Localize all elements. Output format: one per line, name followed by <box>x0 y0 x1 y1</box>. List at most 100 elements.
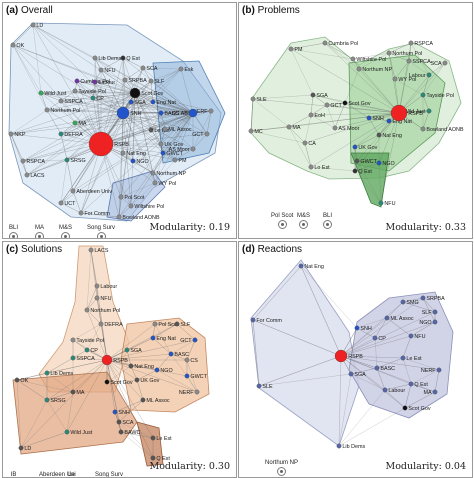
node-label: Wild Just <box>44 91 66 97</box>
network-edge <box>130 101 194 114</box>
network-edge <box>74 90 94 99</box>
network-edge <box>10 133 28 176</box>
node-label: Nat Eng <box>134 364 153 370</box>
network-edge <box>130 365 158 371</box>
node-label: Pol Scot <box>158 322 179 328</box>
network-edge <box>160 143 176 161</box>
node-label: Aberdeen Univ <box>76 189 112 195</box>
network-edge <box>46 399 68 433</box>
network-edge <box>142 67 194 114</box>
network-edge <box>304 114 312 144</box>
network-node <box>44 370 50 376</box>
network-edge <box>134 92 194 114</box>
node-label: BASC <box>164 111 179 117</box>
network-edge <box>180 68 194 114</box>
node-label: GWCT <box>360 159 377 165</box>
network-node <box>204 131 210 137</box>
network-edge <box>422 297 436 313</box>
network-edge <box>186 359 198 393</box>
network-edge <box>304 112 400 144</box>
network-edge <box>142 67 182 70</box>
node-label: CS AB <box>172 111 188 117</box>
network-edge <box>312 94 346 104</box>
network-edge <box>356 327 376 339</box>
network-node <box>158 141 164 147</box>
node-label: Lib Dems <box>342 444 365 450</box>
node-label: Q Est <box>414 382 428 388</box>
network-edge <box>118 196 122 218</box>
network-edge <box>72 323 102 341</box>
node-label: Wiltshire Pol <box>134 204 164 210</box>
network-edge <box>74 112 194 124</box>
isolate-label: Northum NP <box>265 460 299 466</box>
network-edge <box>10 133 24 162</box>
network-node <box>116 106 130 120</box>
panel-name: Problems <box>257 5 300 16</box>
network-edge <box>150 129 162 145</box>
network-node <box>150 335 156 341</box>
network-edge <box>40 92 102 145</box>
network-edge <box>288 126 306 144</box>
node-label: NERF <box>179 390 194 396</box>
isolate-label: Aberdeen Uni <box>39 472 76 478</box>
network-node <box>134 377 140 383</box>
isolate-marker <box>277 220 287 229</box>
network-edge <box>46 359 108 401</box>
network-edge <box>76 80 136 94</box>
network-edge <box>354 134 380 148</box>
network-node <box>302 140 308 146</box>
network-node <box>18 445 24 451</box>
network-edge <box>324 42 360 70</box>
network-edge <box>106 339 196 361</box>
node-label: CP <box>96 96 104 102</box>
network-edge <box>252 98 290 128</box>
network-edge <box>344 102 370 119</box>
network-edge <box>46 109 62 135</box>
network-edge <box>94 57 102 145</box>
network-edge <box>374 317 388 339</box>
network-edge <box>326 102 346 106</box>
network-node <box>72 88 78 94</box>
network-edge <box>118 421 154 439</box>
network-node <box>112 409 118 415</box>
network-edge <box>26 112 124 176</box>
network-edge <box>86 297 98 311</box>
network-node <box>400 299 406 305</box>
node-label: Scot Gov <box>141 91 163 97</box>
network-edge <box>376 367 386 391</box>
network-node <box>406 58 412 64</box>
node-label: RSPCA <box>414 41 433 47</box>
network-edge <box>122 112 176 161</box>
node-label: CS <box>190 358 198 364</box>
network-edge <box>130 365 138 381</box>
network-node <box>426 108 432 114</box>
network-edge <box>126 349 132 367</box>
network-edge <box>250 130 306 144</box>
network-node <box>442 60 448 66</box>
network-node <box>324 102 330 108</box>
network-edge <box>74 112 124 124</box>
node-label: Esk <box>184 67 193 73</box>
network-edge <box>122 112 194 154</box>
network-edge <box>310 114 336 129</box>
network-edge <box>94 81 136 94</box>
network-edge <box>46 391 74 401</box>
network-edge <box>20 359 108 449</box>
network-edge <box>120 112 194 198</box>
network-node <box>310 92 316 98</box>
network-edge <box>122 57 126 81</box>
network-edge <box>152 337 172 355</box>
isolate-label: BLI <box>9 225 19 231</box>
network-edge <box>288 126 312 168</box>
network-edge <box>152 323 156 339</box>
network-edge <box>162 112 194 154</box>
node-label: SRSG <box>50 398 65 404</box>
network-edge <box>122 57 194 114</box>
modularity-value: 0.33 <box>444 222 466 233</box>
network-node <box>148 78 154 84</box>
network-node <box>158 110 164 116</box>
network-edge <box>10 109 48 135</box>
node-label: PM <box>294 47 303 53</box>
network-node <box>376 132 382 138</box>
network-edge <box>402 301 436 313</box>
